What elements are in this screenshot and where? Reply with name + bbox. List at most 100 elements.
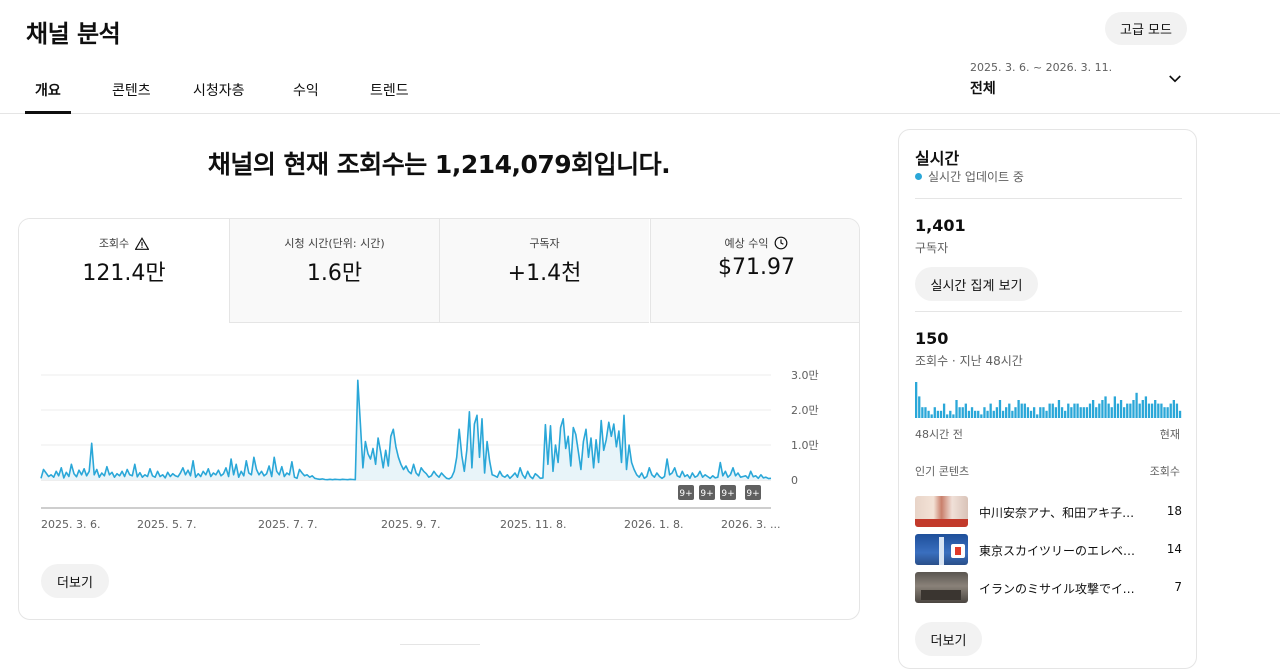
realtime-bar bbox=[1079, 407, 1082, 418]
realtime-bar bbox=[1113, 396, 1116, 418]
date-range[interactable]: 2025. 3. 6. ~ 2026. 3. 11. bbox=[970, 61, 1113, 74]
y-tick-label: 0 bbox=[791, 474, 798, 487]
tab-content[interactable]: 콘텐츠 bbox=[112, 83, 151, 99]
metric-label: 시청 시간(단위: 시간) bbox=[284, 237, 385, 250]
realtime-bar bbox=[952, 414, 955, 418]
realtime-bar bbox=[986, 410, 989, 418]
realtime-bar bbox=[1001, 410, 1005, 418]
realtime-bar bbox=[1020, 403, 1023, 418]
realtime-status-label: 실시간 업데이트 중 bbox=[928, 170, 1024, 184]
annotation-badge: 9+ bbox=[745, 485, 761, 500]
realtime-bar bbox=[930, 414, 933, 418]
series-area bbox=[41, 380, 771, 480]
tab-overview[interactable]: 개요 bbox=[35, 83, 61, 99]
realtime-bar bbox=[1073, 403, 1076, 418]
realtime-bar bbox=[958, 407, 961, 418]
realtime-bar bbox=[1095, 407, 1098, 418]
chevron-down-icon[interactable] bbox=[1166, 70, 1184, 88]
annotation-badge-bg bbox=[699, 485, 715, 500]
y-tick-label: 1.0만 bbox=[791, 439, 819, 452]
realtime-bar bbox=[1032, 407, 1036, 418]
metric-revenue[interactable]: 예상 수익 $71.97 bbox=[650, 219, 859, 323]
popular-item[interactable]: 中川安奈アナ、和田アキ子… 18 bbox=[915, 496, 1182, 528]
realtime-bar bbox=[1008, 403, 1011, 418]
realtime-bar bbox=[1169, 403, 1172, 418]
more-button[interactable]: 더보기 bbox=[41, 564, 109, 598]
date-scope[interactable]: 전체 bbox=[970, 81, 996, 97]
realtime-bar bbox=[1067, 403, 1070, 418]
advanced-mode-button[interactable]: 고급 모드 bbox=[1105, 12, 1187, 45]
x-tick-label: 2025. 9. 7. bbox=[381, 518, 440, 531]
popular-item[interactable]: イランのミサイル攻撃でイス… 7 bbox=[915, 572, 1182, 604]
realtime-bar bbox=[1064, 410, 1067, 418]
realtime-report-button[interactable]: 실시간 집계 보기 bbox=[915, 267, 1038, 301]
annotation-badge: 9+ bbox=[699, 485, 715, 500]
video-thumbnail[interactable] bbox=[915, 496, 968, 527]
metric-label: 조회수 bbox=[98, 237, 130, 250]
popular-item-title: イランのミサイル攻撃でイス… bbox=[979, 582, 1144, 596]
realtime-bar bbox=[1147, 403, 1151, 418]
realtime-bar bbox=[1157, 403, 1160, 418]
views-value: 150 bbox=[915, 329, 949, 348]
realtime-bar bbox=[1082, 407, 1085, 418]
metric-value: 121.4만 bbox=[82, 261, 166, 286]
realtime-bar bbox=[1023, 403, 1026, 418]
x-tick-label: 2026. 3. ... bbox=[721, 518, 780, 531]
annotation-badge-bg bbox=[678, 485, 694, 500]
metric-value: 1.6만 bbox=[306, 261, 363, 286]
realtime-bar bbox=[1005, 407, 1008, 418]
realtime-bar bbox=[1166, 407, 1169, 418]
annotation-badge-label: 9+ bbox=[679, 489, 692, 499]
tab-audience[interactable]: 시청자층 bbox=[193, 83, 245, 99]
popular-more-button[interactable]: 더보기 bbox=[915, 622, 982, 656]
metric-label: 예상 수익 bbox=[724, 237, 769, 250]
realtime-bar bbox=[1107, 403, 1110, 418]
realtime-bar bbox=[1178, 410, 1182, 418]
realtime-bar bbox=[967, 410, 971, 418]
divider bbox=[915, 311, 1182, 312]
series-line bbox=[40, 379, 772, 481]
overview-card: 조회수 121.4만 시청 시간(단위: 시간) 1.6만 구독자 +1.4천 … bbox=[18, 218, 860, 620]
popular-item[interactable]: 東京スカイツリーのエレベ… 14 bbox=[915, 534, 1182, 566]
annotation-badge-label: 9+ bbox=[746, 489, 759, 499]
realtime-bar bbox=[1154, 400, 1157, 418]
realtime-bar bbox=[924, 407, 927, 418]
x-tick-label: 2025. 5. 7. bbox=[137, 518, 196, 531]
realtime-bar bbox=[992, 410, 995, 418]
live-dot-icon bbox=[915, 173, 922, 180]
metric-watch-time[interactable]: 시청 시간(단위: 시간) 1.6만 bbox=[229, 219, 439, 323]
tab-revenue[interactable]: 수익 bbox=[293, 83, 319, 99]
metric-subscribers[interactable]: 구독자 +1.4천 bbox=[439, 219, 649, 323]
realtime-card: 실시간 실시간 업데이트 중 1,401 구독자 실시간 집계 보기 150 조… bbox=[898, 129, 1197, 669]
realtime-bar-chart[interactable] bbox=[915, 378, 1182, 418]
bar-axis-start: 48시간 전 bbox=[915, 428, 963, 441]
realtime-bar bbox=[1144, 396, 1148, 418]
metric-value: +1.4천 bbox=[507, 261, 582, 286]
annotation-badge-label: 9+ bbox=[700, 489, 713, 499]
realtime-bar bbox=[983, 407, 986, 418]
views-label: 조회수 · 지난 48시간 bbox=[915, 354, 1023, 368]
views-chart[interactable]: 3.0만 2.0만 1.0만 0 9+ 9+ 9+ 9+ 2025. 3. 6. 2025. 5.… bbox=[19, 323, 860, 553]
popular-item-title: 東京スカイツリーのエレベ… bbox=[979, 544, 1136, 558]
popular-item-count: 7 bbox=[1174, 580, 1182, 594]
realtime-bar bbox=[1014, 407, 1017, 418]
metric-views[interactable]: 조회수 121.4만 bbox=[19, 219, 229, 323]
realtime-bar bbox=[995, 407, 999, 418]
x-tick-label: 2025. 11. 8. bbox=[500, 518, 566, 531]
y-tick-label: 2.0만 bbox=[791, 404, 819, 417]
tab-trends[interactable]: 트렌드 bbox=[370, 83, 409, 99]
realtime-title: 실시간 bbox=[915, 149, 960, 168]
realtime-bar bbox=[961, 407, 964, 418]
headline: 채널의 현재 조회수는 1,214,079회입니다. bbox=[207, 150, 671, 179]
realtime-bar bbox=[1129, 403, 1132, 418]
popular-content-header: 인기 콘텐츠 bbox=[915, 465, 970, 478]
video-thumbnail[interactable] bbox=[915, 572, 968, 603]
realtime-bar bbox=[933, 407, 936, 418]
warning-icon[interactable] bbox=[135, 236, 150, 250]
realtime-bar bbox=[1042, 407, 1045, 418]
annotation-badge-label: 9+ bbox=[721, 489, 734, 499]
clock-icon[interactable] bbox=[774, 236, 788, 250]
realtime-status: 실시간 업데이트 중 bbox=[915, 168, 1024, 185]
pagination-indicator bbox=[400, 644, 480, 645]
video-thumbnail[interactable] bbox=[915, 534, 968, 565]
